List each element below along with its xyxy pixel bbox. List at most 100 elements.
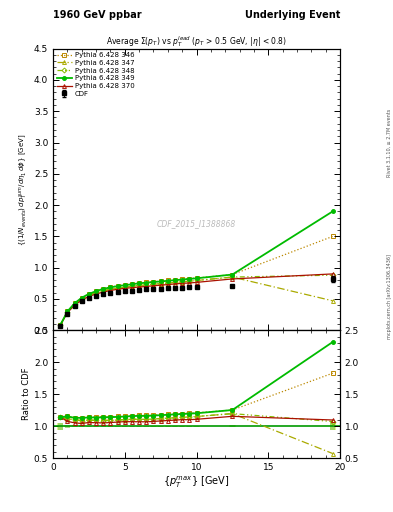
Pythia 6.428 346: [79, 294, 84, 301]
Pythia 6.428 348: [187, 278, 192, 284]
Line: Pythia 6.428 349: Pythia 6.428 349: [58, 209, 335, 327]
Pythia 6.428 346: [144, 280, 149, 286]
Pythia 6.428 370: [79, 297, 84, 303]
Pythia 6.428 370: [173, 281, 177, 287]
Pythia 6.428 347: [137, 283, 141, 289]
Pythia 6.428 348: [331, 272, 335, 278]
Pythia 6.428 349: [101, 286, 106, 292]
Pythia 6.428 348: [58, 322, 62, 328]
Pythia 6.428 347: [72, 301, 77, 307]
Line: Pythia 6.428 346: Pythia 6.428 346: [58, 234, 335, 327]
Pythia 6.428 349: [230, 271, 235, 278]
Pythia 6.428 348: [123, 284, 127, 290]
Pythia 6.428 347: [108, 286, 113, 292]
Text: 1960 GeV ppbar: 1960 GeV ppbar: [53, 10, 142, 20]
Pythia 6.428 346: [123, 282, 127, 288]
Pythia 6.428 348: [94, 290, 99, 296]
Pythia 6.428 370: [151, 283, 156, 289]
Pythia 6.428 370: [123, 285, 127, 291]
Pythia 6.428 347: [158, 281, 163, 287]
Pythia 6.428 348: [173, 280, 177, 286]
Pythia 6.428 370: [101, 289, 106, 295]
Line: Pythia 6.428 370: Pythia 6.428 370: [58, 272, 335, 327]
Title: Average $\Sigma(p_T)$ vs $p_T^{lead}$ ($p_T$ > 0.5 GeV, $|\eta|$ < 0.8): Average $\Sigma(p_T)$ vs $p_T^{lead}$ ($…: [106, 34, 287, 49]
Pythia 6.428 346: [230, 271, 235, 278]
Text: mcplots.cern.ch [arXiv:1306.3436]: mcplots.cern.ch [arXiv:1306.3436]: [387, 254, 392, 339]
Pythia 6.428 346: [137, 280, 141, 286]
Pythia 6.428 347: [79, 296, 84, 302]
Pythia 6.428 347: [58, 322, 62, 328]
Pythia 6.428 346: [115, 283, 120, 289]
Pythia 6.428 348: [101, 288, 106, 294]
Pythia 6.428 370: [94, 291, 99, 297]
Pythia 6.428 346: [58, 322, 62, 328]
Pythia 6.428 348: [165, 280, 170, 286]
Pythia 6.428 346: [108, 284, 113, 290]
Pythia 6.428 349: [158, 279, 163, 285]
Pythia 6.428 348: [194, 278, 199, 284]
Pythia 6.428 346: [158, 278, 163, 284]
Pythia 6.428 348: [130, 283, 134, 289]
Pythia 6.428 349: [58, 322, 62, 328]
Pythia 6.428 347: [123, 284, 127, 290]
Pythia 6.428 349: [86, 291, 91, 297]
Pythia 6.428 349: [79, 294, 84, 301]
Line: Pythia 6.428 348: Pythia 6.428 348: [59, 273, 334, 327]
Pythia 6.428 346: [94, 288, 99, 294]
Pythia 6.428 370: [144, 283, 149, 289]
Text: CDF_2015_I1388868: CDF_2015_I1388868: [157, 219, 236, 228]
Pythia 6.428 346: [180, 276, 185, 282]
Pythia 6.428 347: [180, 279, 185, 285]
Pythia 6.428 370: [187, 280, 192, 286]
Text: Underlying Event: Underlying Event: [244, 10, 340, 20]
Y-axis label: Ratio to CDF: Ratio to CDF: [22, 368, 31, 420]
Pythia 6.428 370: [331, 271, 335, 277]
Pythia 6.428 347: [65, 309, 70, 315]
Pythia 6.428 349: [180, 276, 185, 283]
Pythia 6.428 347: [173, 280, 177, 286]
Pythia 6.428 347: [151, 281, 156, 287]
Pythia 6.428 347: [187, 278, 192, 284]
Pythia 6.428 370: [108, 287, 113, 293]
Pythia 6.428 349: [137, 280, 141, 286]
Pythia 6.428 370: [180, 280, 185, 286]
Pythia 6.428 347: [86, 292, 91, 298]
Pythia 6.428 346: [86, 291, 91, 297]
Pythia 6.428 347: [94, 290, 99, 296]
Pythia 6.428 348: [65, 309, 70, 315]
Pythia 6.428 349: [115, 283, 120, 289]
Pythia 6.428 346: [187, 275, 192, 282]
Pythia 6.428 348: [137, 283, 141, 289]
Pythia 6.428 348: [79, 296, 84, 302]
Pythia 6.428 349: [151, 279, 156, 285]
Pythia 6.428 348: [180, 279, 185, 285]
Pythia 6.428 346: [194, 275, 199, 281]
Pythia 6.428 348: [108, 286, 113, 292]
Pythia 6.428 349: [130, 281, 134, 287]
Pythia 6.428 349: [144, 280, 149, 286]
Pythia 6.428 370: [194, 280, 199, 286]
Line: Pythia 6.428 347: Pythia 6.428 347: [58, 275, 335, 327]
Pythia 6.428 348: [144, 282, 149, 288]
Pythia 6.428 370: [230, 276, 235, 282]
Pythia 6.428 348: [115, 285, 120, 291]
Pythia 6.428 348: [158, 281, 163, 287]
Pythia 6.428 346: [151, 279, 156, 285]
Pythia 6.428 370: [137, 284, 141, 290]
Pythia 6.428 346: [165, 278, 170, 284]
Pythia 6.428 347: [165, 280, 170, 286]
Pythia 6.428 349: [123, 282, 127, 288]
Pythia 6.428 348: [72, 301, 77, 307]
Pythia 6.428 347: [115, 285, 120, 291]
Pythia 6.428 370: [158, 282, 163, 288]
Pythia 6.428 347: [230, 274, 235, 280]
Pythia 6.428 370: [86, 293, 91, 300]
Pythia 6.428 347: [144, 282, 149, 288]
Legend: Pythia 6.428 346, Pythia 6.428 347, Pythia 6.428 348, Pythia 6.428 349, Pythia 6: Pythia 6.428 346, Pythia 6.428 347, Pyth…: [55, 51, 136, 98]
Pythia 6.428 349: [165, 278, 170, 284]
Pythia 6.428 349: [331, 208, 335, 215]
Pythia 6.428 346: [72, 300, 77, 306]
Pythia 6.428 349: [187, 276, 192, 282]
Pythia 6.428 349: [72, 300, 77, 306]
Pythia 6.428 349: [108, 284, 113, 290]
